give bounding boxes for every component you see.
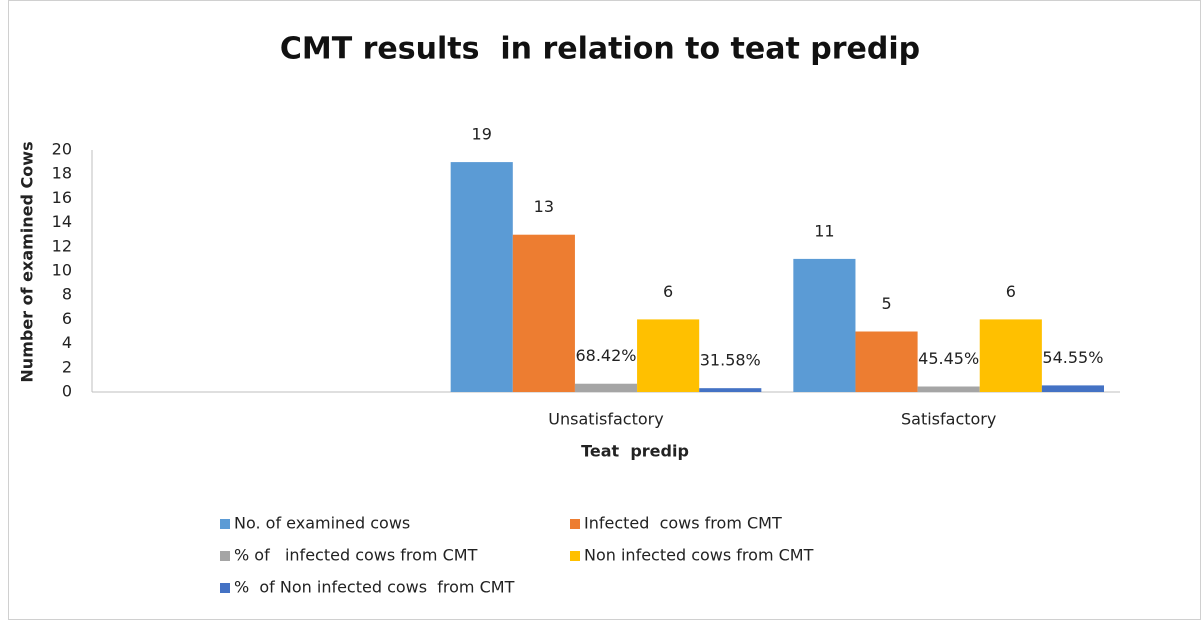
y-tick-label: 6: [62, 309, 72, 328]
data-label: 68.42%: [575, 346, 636, 365]
legend-swatch: [570, 519, 580, 529]
legend-swatch: [220, 583, 230, 593]
bar: [574, 383, 638, 392]
y-tick-label: 20: [52, 140, 72, 159]
chart-title: CMT results in relation to teat predip: [280, 32, 920, 67]
y-tick-label: 2: [62, 357, 72, 376]
y-axis-title: Number of examined Cows: [18, 141, 37, 382]
y-tick-label: 10: [52, 261, 72, 280]
y-tick-label: 16: [52, 188, 72, 207]
legend-swatch: [220, 519, 230, 529]
data-label: 31.58%: [700, 351, 761, 370]
legend-swatch: [570, 551, 580, 561]
legend-label: No. of examined cows: [234, 514, 410, 533]
x-tick-label: Unsatisfactory: [548, 410, 663, 429]
y-tick-label: 0: [62, 382, 72, 401]
data-label: 19: [472, 125, 492, 144]
y-tick-label: 8: [62, 285, 72, 304]
bar: [855, 331, 918, 392]
data-label: 6: [663, 282, 673, 301]
data-label: 45.45%: [918, 349, 979, 368]
data-label: 54.55%: [1042, 348, 1103, 367]
legend-label: Non infected cows from CMT: [584, 546, 814, 565]
y-tick-label: 4: [62, 333, 72, 352]
bar: [979, 319, 1042, 392]
legend-label: % of Non infected cows from CMT: [234, 578, 515, 597]
bar: [793, 258, 856, 392]
legend-label: % of infected cows from CMT: [234, 546, 478, 565]
y-tick-label: 14: [52, 212, 72, 231]
legend-label: Infected cows from CMT: [584, 514, 782, 533]
data-label: 5: [881, 294, 891, 313]
data-label: 13: [534, 197, 554, 216]
bar: [1041, 385, 1104, 392]
bar: [917, 386, 980, 392]
x-tick-label: Satisfactory: [901, 410, 996, 429]
bar: [512, 234, 575, 392]
bar: [637, 319, 700, 392]
data-label: 11: [814, 221, 834, 240]
x-axis-title: Teat predip: [581, 442, 689, 461]
data-label: 6: [1006, 282, 1016, 301]
y-tick-label: 12: [52, 236, 72, 255]
legend-swatch: [220, 551, 230, 561]
y-tick-label: 18: [52, 164, 72, 183]
bar: [450, 162, 513, 392]
bar: [699, 388, 762, 392]
